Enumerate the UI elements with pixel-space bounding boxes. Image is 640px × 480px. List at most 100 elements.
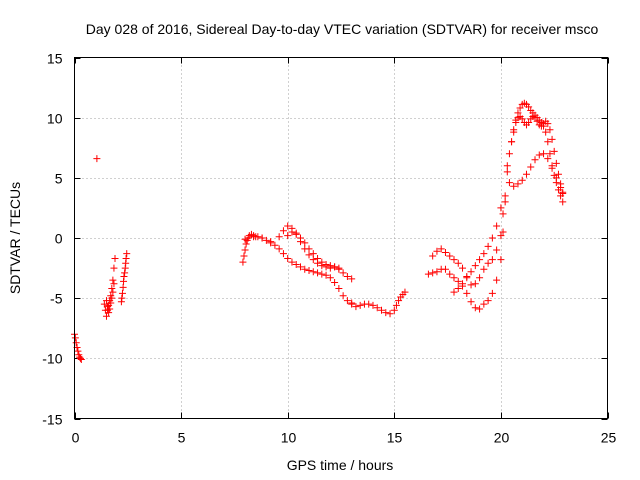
- data-point: [77, 356, 85, 364]
- data-point: [118, 294, 126, 302]
- data-point: [331, 279, 339, 287]
- data-point: [497, 204, 505, 212]
- y-tick-label: -10: [42, 351, 62, 367]
- data-point: [284, 232, 292, 240]
- data-point: [463, 274, 471, 282]
- data-point: [386, 310, 394, 318]
- data-point: [480, 300, 488, 308]
- data-point: [480, 265, 488, 273]
- data-point: [441, 265, 449, 273]
- data-point: [107, 299, 115, 307]
- data-point: [559, 189, 567, 197]
- data-point: [544, 120, 552, 128]
- data-point: [544, 138, 552, 146]
- data-point: [301, 265, 309, 273]
- data-point: [309, 268, 317, 276]
- data-point: [335, 265, 343, 273]
- data-point: [554, 170, 562, 178]
- data-point: [552, 174, 560, 182]
- data-point: [480, 250, 488, 258]
- data-point: [305, 245, 313, 253]
- data-point: [471, 262, 479, 270]
- data-point: [525, 118, 533, 126]
- data-point: [309, 256, 317, 264]
- y-tick-label: -5: [50, 291, 63, 307]
- data-point: [493, 276, 501, 284]
- data-point: [378, 306, 386, 314]
- data-point: [241, 246, 249, 254]
- data-point: [493, 246, 501, 254]
- data-point: [450, 274, 458, 282]
- x-tick-labels: 0 5 10 15 20 25: [72, 430, 617, 446]
- data-point: [74, 347, 82, 355]
- data-point: [533, 117, 541, 125]
- data-point: [503, 162, 511, 170]
- data-point: [493, 222, 501, 230]
- y-tick-label: 0: [55, 231, 63, 247]
- data-point: [326, 262, 334, 270]
- x-axis-label: GPS time / hours: [287, 457, 394, 473]
- data-point: [275, 233, 283, 241]
- data-point: [123, 250, 131, 258]
- data-point: [459, 280, 467, 288]
- data-series-13: [508, 112, 567, 196]
- data-point: [102, 297, 110, 305]
- data-point: [454, 259, 462, 267]
- data-point: [109, 276, 117, 284]
- data-point: [271, 241, 279, 249]
- data-point: [525, 103, 533, 111]
- data-point: [499, 228, 507, 236]
- data-point: [105, 309, 113, 317]
- data-point: [433, 268, 441, 276]
- data-point: [497, 232, 505, 240]
- data-point: [348, 300, 356, 308]
- data-point: [446, 270, 454, 278]
- data-point: [518, 115, 526, 123]
- data-point: [296, 234, 304, 242]
- data-point: [463, 289, 471, 297]
- data-series-8: [348, 288, 409, 318]
- data-point: [343, 273, 351, 281]
- data-point: [108, 294, 116, 302]
- data-point: [544, 155, 552, 163]
- data-point: [535, 151, 543, 159]
- data-point: [108, 285, 116, 293]
- x-tick-label: 5: [178, 430, 186, 446]
- data-series-10: [429, 192, 509, 289]
- data-point: [301, 239, 309, 247]
- data-point: [505, 179, 513, 187]
- data-point: [467, 268, 475, 276]
- data-point: [369, 301, 377, 309]
- data-point: [284, 222, 292, 230]
- data-point: [239, 258, 247, 266]
- data-point: [111, 254, 119, 262]
- x-tick-label: 10: [281, 430, 297, 446]
- data-point: [424, 270, 432, 278]
- data-point: [241, 235, 249, 243]
- data-point: [450, 288, 458, 296]
- data-point: [122, 254, 130, 262]
- data-point: [518, 176, 526, 184]
- data-point: [102, 312, 110, 320]
- data-point: [356, 301, 364, 309]
- data-point: [501, 198, 509, 206]
- data-point: [119, 283, 127, 291]
- data-point: [284, 254, 292, 262]
- data-point: [459, 264, 467, 272]
- data-point: [546, 150, 554, 158]
- data-point: [292, 260, 300, 268]
- data-point: [120, 273, 128, 281]
- data-point: [279, 227, 287, 235]
- data-point: [467, 298, 475, 306]
- data-point: [106, 305, 114, 313]
- data-point: [437, 245, 445, 253]
- data-point: [546, 126, 554, 134]
- data-point: [467, 281, 475, 289]
- data-point: [258, 234, 266, 242]
- data-series-7: [284, 228, 356, 283]
- data-point: [433, 247, 441, 255]
- data-point: [267, 238, 275, 246]
- data-point: [93, 155, 101, 163]
- y-axis-label: SDTVAR / TECUs: [7, 182, 23, 294]
- data-point: [476, 256, 484, 264]
